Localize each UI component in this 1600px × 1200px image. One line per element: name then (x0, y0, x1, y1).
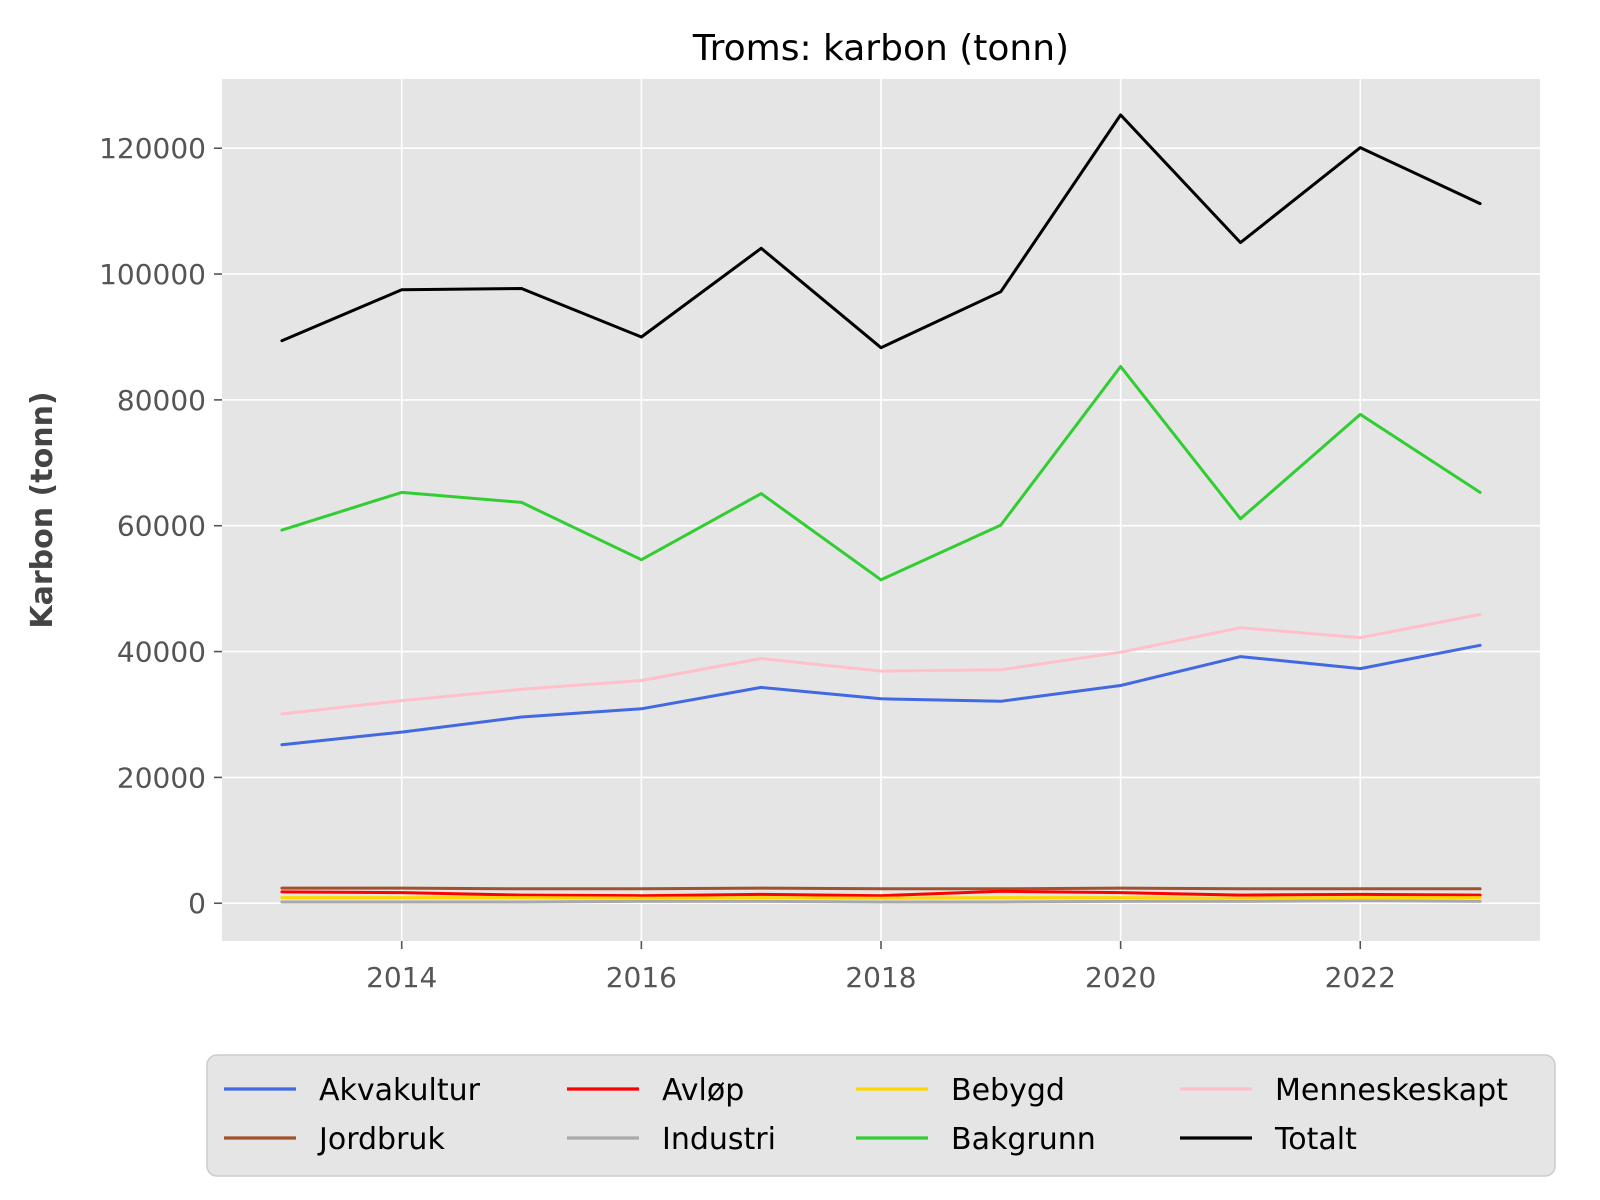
series-line-industri (280, 899, 1482, 904)
x-tick-label: 2022 (1325, 961, 1396, 994)
x-tick-label: 2018 (845, 961, 916, 994)
legend-label-jordbruk: Jordbruk (317, 1122, 445, 1157)
y-tick-label: 20000 (117, 761, 206, 794)
series-layer (280, 113, 1482, 904)
y-tick-label: 80000 (117, 384, 206, 417)
legend-label-totalt: Totalt (1274, 1122, 1357, 1157)
series-line-bakgrunn (280, 365, 1482, 582)
y-tick-label: 0 (188, 887, 206, 920)
y-tick-label: 100000 (99, 258, 206, 291)
series-line-totalt (280, 113, 1482, 350)
x-axis-ticks: 2014 2016 2018 2020 2022 (366, 941, 1396, 994)
series-line-bebygd (280, 896, 1482, 900)
y-tick-label: 120000 (99, 132, 206, 165)
legend: Akvakultur Avløp Bebygd Menneskeskapt Jordbr… (206, 1054, 1556, 1177)
y-tick-label: 40000 (117, 636, 206, 669)
series-line-jordbruk (280, 886, 1482, 891)
legend-label-bebygd: Bebygd (951, 1073, 1065, 1108)
legend-label-akvakultur: Akvakultur (319, 1073, 481, 1108)
legend-label-industri: Industri (662, 1122, 776, 1157)
x-tick-label: 2016 (606, 961, 677, 994)
grid-lines (222, 79, 1540, 941)
x-tick-label: 2020 (1085, 961, 1156, 994)
legend-label-menneskeskapt: Menneskeskapt (1275, 1073, 1508, 1108)
y-axis-ticks: 0 20000 40000 60000 80000 100000 120000 (99, 132, 222, 920)
series-line-menneskeskapt (280, 612, 1482, 716)
y-tick-label: 60000 (117, 510, 206, 543)
legend-label-avlop: Avløp (662, 1073, 744, 1108)
y-axis-label: Karbon (tonn) (25, 391, 60, 628)
chart-title: Troms: karbon (tonn) (692, 28, 1069, 69)
series-line-akvakultur (280, 643, 1482, 747)
x-tick-label: 2014 (366, 961, 437, 994)
legend-label-bakgrunn: Bakgrunn (951, 1122, 1096, 1157)
legend-box (206, 1054, 1556, 1177)
series-line-avlop (280, 889, 1482, 898)
